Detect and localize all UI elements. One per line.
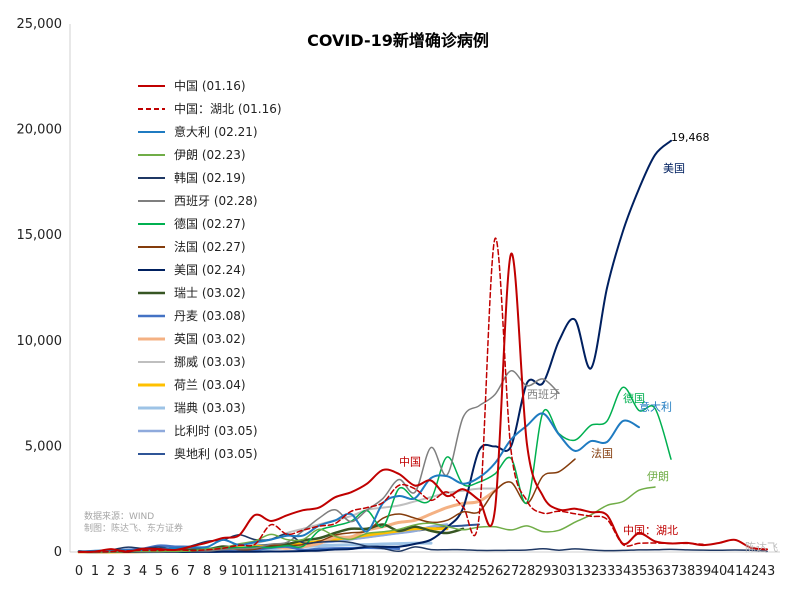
x-tick-label: 34 [615, 564, 632, 579]
x-tick-label: 35 [631, 564, 648, 579]
series-annotation: 19,468 [671, 131, 710, 144]
series-annotation: 意大利 [639, 399, 672, 413]
x-tick-label: 8 [203, 564, 211, 579]
x-tick-label: 30 [551, 564, 568, 579]
x-tick-label: 31 [567, 564, 584, 579]
series-annotation: 美国 [663, 162, 685, 175]
x-tick-label: 2 [107, 564, 115, 579]
legend-label: 瑞典 (03.03) [174, 401, 246, 415]
x-tick-label: 0 [75, 564, 83, 579]
x-tick-label: 25 [471, 564, 488, 579]
x-tick-label: 20 [391, 564, 408, 579]
series-annotation: 伊朗 [647, 470, 669, 483]
x-tick-label: 14 [295, 564, 312, 579]
x-tick-label: 41 [727, 564, 744, 579]
legend-label: 瑞士 (03.02) [174, 286, 246, 300]
x-tick-label: 6 [171, 564, 179, 579]
x-tick-label: 39 [695, 564, 712, 579]
x-tick-label: 38 [679, 564, 696, 579]
series-annotation: 西班牙 [527, 388, 560, 401]
x-tick-label: 7 [187, 564, 195, 579]
x-tick-label: 24 [455, 564, 472, 579]
x-tick-label: 26 [487, 564, 504, 579]
x-tick-label: 28 [519, 564, 536, 579]
x-tick-label: 23 [439, 564, 456, 579]
watermark: 陈达飞 [745, 540, 778, 554]
series-line [78, 486, 656, 553]
y-tick-label: 5,000 [25, 439, 62, 454]
series-annotation: 德国 [623, 391, 645, 405]
chart-title: COVID-19新增确诊病例 [307, 31, 489, 50]
x-tick-label: 29 [535, 564, 552, 579]
series-line [78, 252, 768, 553]
x-tick-label: 17 [343, 564, 360, 579]
x-tick-label: 21 [407, 564, 424, 579]
series-annotation: 法国 [591, 446, 613, 460]
x-tick-label: 33 [599, 564, 616, 579]
x-tick-label: 10 [231, 564, 248, 579]
x-tick-labels: 0 1 2 3 4 5 6 7 8 9 10 11 12 13 14 15 16 17 18 19 20 21 22 23 24… [75, 564, 775, 579]
series-annotation: 中国：湖北 [623, 524, 678, 537]
series-lines [77, 139, 768, 554]
x-tick-label: 9 [219, 564, 227, 579]
x-tick-label: 42 [743, 564, 760, 579]
x-tick-label: 4 [139, 564, 147, 579]
x-tick-label: 37 [663, 564, 680, 579]
x-tick-label: 40 [711, 564, 728, 579]
x-tick-label: 13 [279, 564, 296, 579]
x-tick-label: 18 [359, 564, 376, 579]
series-line [78, 139, 672, 553]
legend-label: 伊朗 (02.23) [174, 148, 246, 162]
series-line [78, 237, 704, 553]
legend-label: 韩国 (02.19) [174, 170, 246, 185]
legend-label: 奥地利 (03.05) [174, 447, 258, 461]
x-tick-label: 32 [583, 564, 600, 579]
legend: 中国 (01.16) 中国：湖北 (01.16) 意大利 (02.21) 伊朗 (02… [138, 78, 282, 461]
y-tick-label: 10,000 [17, 334, 63, 349]
x-tick-label: 12 [263, 564, 280, 579]
y-tick-label: 15,000 [17, 228, 63, 243]
x-tick-label: 11 [247, 564, 264, 579]
x-tick-label: 15 [311, 564, 328, 579]
legend-label: 荷兰 (03.04) [174, 378, 246, 392]
x-tick-label: 19 [375, 564, 392, 579]
y-tick-labels: 0 5,000 10,000 15,000 20,000 25,000 [17, 17, 63, 560]
y-tick-label: 25,000 [17, 17, 63, 32]
legend-label: 挪威 (03.03) [174, 355, 246, 369]
legend-label: 美国 (02.24) [174, 263, 246, 277]
x-tick-label: 16 [327, 564, 344, 579]
x-tick-label: 36 [647, 564, 664, 579]
series-line [78, 412, 640, 553]
legend-label: 意大利 (02.21) [174, 124, 258, 139]
x-tick-label: 3 [123, 564, 131, 579]
series-line [78, 458, 576, 553]
legend-label: 中国：湖北 (01.16) [174, 101, 282, 116]
series-annotation: 中国 [399, 455, 421, 468]
x-tick-label: 27 [503, 564, 520, 579]
legend-label: 丹麦 (03.08) [174, 309, 246, 323]
legend-label: 德国 (02.27) [174, 216, 246, 231]
legend-label: 比利时 (03.05) [174, 424, 258, 438]
y-tick-label: 0 [54, 545, 62, 560]
legend-label: 中国 (01.16) [174, 78, 246, 93]
x-tick-label: 43 [759, 564, 776, 579]
legend-label: 法国 (02.27) [174, 240, 246, 254]
author-note: 制图：陈达飞、东方证券 [84, 522, 183, 534]
x-tick-label: 1 [91, 564, 99, 579]
y-tick-label: 20,000 [17, 123, 63, 138]
legend-label: 英国 (03.02) [174, 332, 246, 346]
x-tick-label: 5 [155, 564, 163, 579]
legend-label: 西班牙 (02.28) [174, 194, 258, 208]
x-tick-label: 22 [423, 564, 440, 579]
source-note: 数据来源：WIND [84, 510, 154, 522]
